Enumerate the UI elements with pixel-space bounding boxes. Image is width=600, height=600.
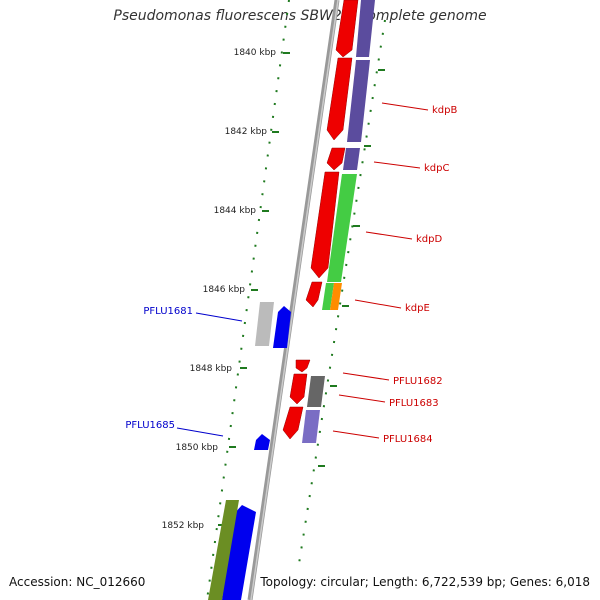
gene-arrow[interactable] [326,57,353,141]
forward-strand-genes [282,0,359,440]
gene-labels-left: PFLU1681 PFLU1685 [125,306,243,437]
gene-label-PFLU1685[interactable]: PFLU1685 [125,420,175,431]
scale-track-right [297,19,386,571]
reverse-strand-genes [208,302,291,600]
cog-blocks [302,0,375,443]
gene-arrow[interactable] [310,171,340,279]
gene-arrow[interactable] [222,505,256,600]
accession-info: Accession: NC_012660 [9,575,146,589]
gene-labels-right: kdpB kdpC kdpD kdpE PFLU1682 PFLU1683 PF… [332,102,457,445]
gene-arrow[interactable] [289,373,308,405]
gene-label-kdpB[interactable]: kdpB [432,105,457,116]
gene-label-kdpC[interactable]: kdpC [424,163,449,174]
scale-tick-label: 1852 kbp [162,521,205,531]
gene-label-kdpD[interactable]: kdpD [416,234,442,245]
gene-arrow[interactable] [335,0,359,58]
scale-tick-label: 1840 kbp [234,48,277,58]
scale-tick-label: 1850 kbp [176,443,219,453]
gene-arrow[interactable] [326,147,346,171]
gene-arrow[interactable] [282,406,304,440]
gene-label-PFLU1683[interactable]: PFLU1683 [389,398,439,409]
gene-arrow[interactable] [305,281,323,308]
map-title: Pseudomonas fluorescens SBW25, complete … [113,8,487,24]
scale-track-right-ticks [318,69,385,467]
gene-label-PFLU1681[interactable]: PFLU1681 [143,306,193,317]
cog-block-purple[interactable] [356,0,375,57]
cog-block-purple[interactable] [343,148,360,170]
cog-block-green[interactable] [327,174,357,282]
gene-arrow[interactable] [273,306,291,348]
gene-block-gray[interactable] [255,302,274,346]
cog-block-orange[interactable] [330,283,342,310]
gene-label-kdpE[interactable]: kdpE [405,303,430,314]
genome-backbone [247,0,340,600]
scale-tick-label: 1844 kbp [214,206,257,216]
genome-stats: Topology: circular; Length: 6,722,539 bp… [260,575,590,589]
gene-label-PFLU1684[interactable]: PFLU1684 [383,434,433,445]
cog-block-gray[interactable] [307,376,325,407]
gene-block-olive[interactable] [208,500,239,600]
scale-tick-label: 1842 kbp [225,127,268,137]
scale-tick-label: 1846 kbp [203,285,246,295]
gene-label-PFLU1682[interactable]: PFLU1682 [393,376,443,387]
scale-tick-label: 1848 kbp [190,364,233,374]
gene-arrow[interactable] [295,359,311,373]
gene-arrow[interactable] [254,434,270,450]
cog-block-purple[interactable] [302,410,320,443]
cog-block-purple[interactable] [347,60,370,142]
